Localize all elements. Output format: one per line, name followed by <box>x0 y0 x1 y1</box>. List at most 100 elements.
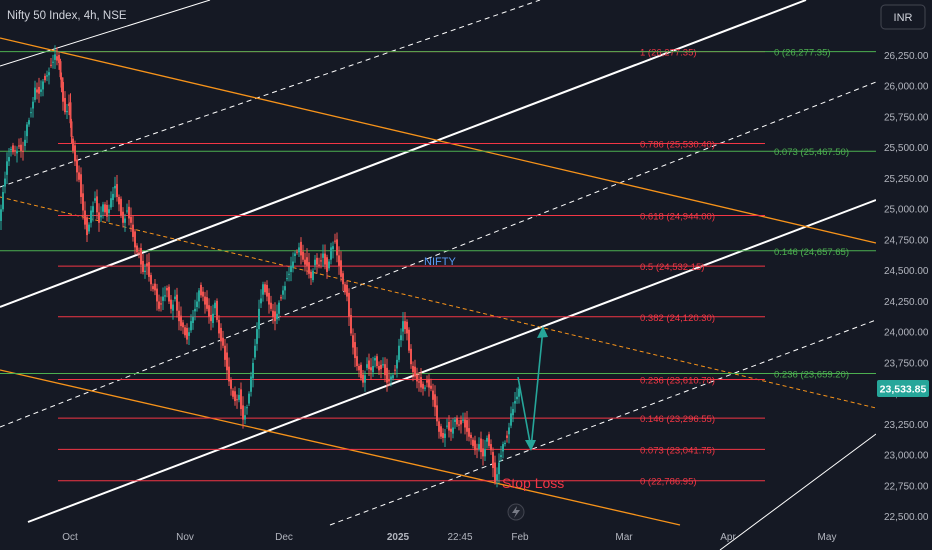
candle-body <box>418 381 420 383</box>
fib-red-label: 0.618 (24,944.00) <box>640 212 715 223</box>
candle-body <box>18 145 20 147</box>
fib-green-label: 0.236 (23,659.20) <box>774 369 849 380</box>
candle-body <box>518 388 520 397</box>
lightning-icon[interactable] <box>507 503 525 521</box>
candle-body <box>266 284 268 297</box>
candle-body <box>494 462 496 483</box>
candle-body <box>70 121 73 137</box>
fibonacci-levels: 1 (26,277.35) 0.786 (25,530.40) 0.618 (24,… <box>0 48 876 488</box>
candle-body <box>420 377 422 388</box>
candle-body <box>432 390 434 400</box>
time-axis[interactable]: Oct Nov Dec 2025 22:45 Feb Mar Apr May <box>62 532 836 543</box>
candle-body <box>448 421 450 431</box>
candle-body <box>316 257 318 265</box>
candle-body <box>128 206 130 219</box>
candle-body <box>76 159 78 173</box>
candle-body <box>330 247 332 260</box>
candle-body <box>268 292 270 305</box>
candle-body <box>110 198 112 208</box>
last-price-label: 23,533.85 <box>880 384 927 396</box>
candle-body <box>454 419 456 422</box>
candle-body <box>334 240 336 242</box>
candle-body <box>366 364 368 368</box>
candle-body <box>26 124 28 137</box>
candle-body <box>72 138 74 151</box>
price-tick-label: 22,750.00 <box>884 481 929 492</box>
candle-body <box>462 419 464 421</box>
candle-body <box>188 332 190 336</box>
candle-body <box>394 369 396 371</box>
candle-body <box>342 273 344 285</box>
candle-body <box>450 428 452 432</box>
candle-body <box>278 302 280 314</box>
candle-body <box>300 241 302 256</box>
candle-body <box>216 300 218 320</box>
candle-body <box>8 157 10 162</box>
candle-body <box>322 253 324 258</box>
candle-body <box>328 261 330 269</box>
candle-body <box>174 296 176 300</box>
candle-body <box>68 103 70 107</box>
candle-body <box>236 399 238 401</box>
candle-body <box>230 379 232 389</box>
candle-body <box>492 452 494 469</box>
candle-body <box>120 198 122 216</box>
annotations: NIFTY Stop Loss <box>424 256 564 491</box>
candle-body <box>86 217 88 236</box>
candle-body <box>246 407 248 409</box>
candle-body <box>204 296 206 305</box>
candle-body <box>308 262 310 274</box>
candle-body <box>478 444 480 450</box>
candle-body <box>222 337 224 346</box>
candle-body <box>410 348 412 365</box>
candle-body <box>516 396 518 400</box>
trend-line <box>0 81 877 428</box>
price-tick-label: 22,500.00 <box>884 512 929 523</box>
candle-body <box>12 145 14 153</box>
candle-body <box>156 288 158 302</box>
candle-body <box>442 433 444 438</box>
price-tick-label: 23,750.00 <box>884 358 929 369</box>
candle-body <box>482 448 484 457</box>
candle-body <box>480 438 482 453</box>
fib-red-label: 0 (22,786.95) <box>640 477 697 488</box>
candle-body <box>298 247 300 253</box>
candle-body <box>356 356 358 367</box>
candle-body <box>340 260 342 277</box>
candle-body <box>314 259 316 266</box>
candle-body <box>134 231 136 248</box>
currency-badge[interactable]: INR <box>880 4 926 30</box>
candle-body <box>164 295 166 297</box>
candle-body <box>104 204 106 213</box>
candle-body <box>444 433 446 438</box>
candle-body <box>406 321 408 334</box>
price-axis[interactable]: 26,250.00 26,000.00 25,750.00 25,500.00 25,2… <box>876 0 932 550</box>
candle-body <box>206 297 208 309</box>
candle-body <box>422 383 424 389</box>
fib-red-label: 0.073 (23,041.75) <box>640 445 715 456</box>
candle-body <box>238 394 240 400</box>
candle-body <box>468 428 470 437</box>
price-tick-label: 23,250.00 <box>884 420 929 431</box>
candle-body <box>50 64 52 66</box>
candle-body <box>358 366 360 371</box>
candle-body <box>16 150 18 154</box>
fib-green-label: 0.146 (24,657.65) <box>774 247 849 258</box>
nifty-annotation: NIFTY <box>424 256 456 268</box>
arrow-head-down <box>525 440 536 451</box>
candle-body <box>376 356 378 367</box>
candle-body <box>114 185 116 189</box>
candle-body <box>500 455 502 457</box>
candle-body <box>196 301 198 308</box>
candle-body <box>102 204 104 212</box>
candle-body <box>404 321 406 330</box>
candle-body <box>388 378 390 382</box>
candle-body <box>244 415 246 420</box>
candle-body <box>498 462 500 475</box>
candle-body <box>466 420 468 432</box>
candle-body <box>440 426 442 437</box>
candle-body <box>318 264 320 266</box>
candle-body <box>64 98 66 113</box>
price-tick-label: 25,250.00 <box>884 174 929 185</box>
